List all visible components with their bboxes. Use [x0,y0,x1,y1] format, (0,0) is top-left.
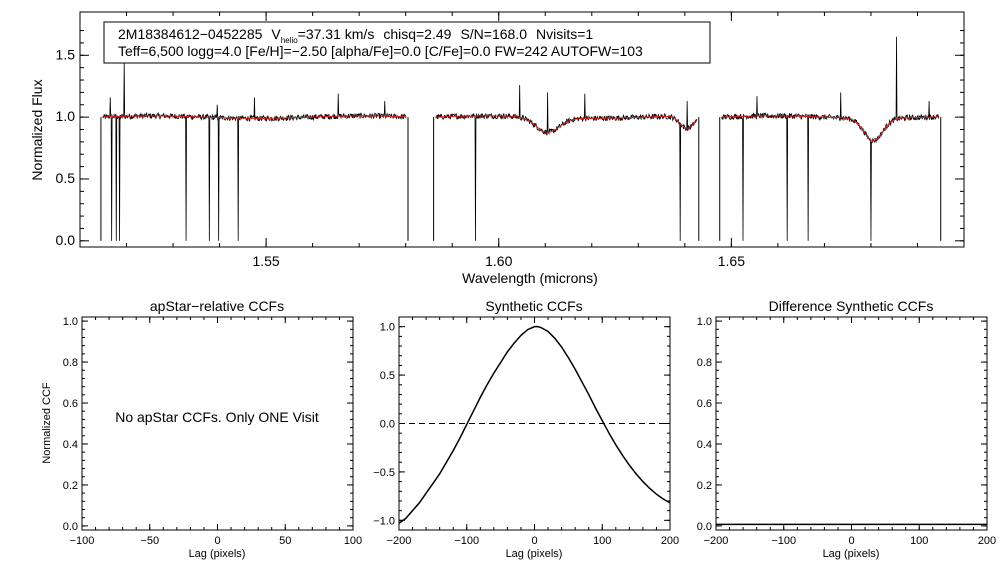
x-tick-label: −200 [387,535,412,547]
observed-spectrum-chip-2 [435,84,698,241]
apstar-ccf-panel: apStar−relative CCFs −100 −50 0 50 100 0.0 0.2… [41,298,362,560]
synthetic-ccf-curve [398,325,671,524]
spectrum-xlabel: Wavelength (microns) [462,270,598,286]
y-tick-label: 1.0 [56,108,76,124]
apstar-ccf-title: apStar−relative CCFs [150,298,284,314]
x-tick-label: −50 [140,535,159,547]
observed-spectrum-chip-3 [721,36,940,241]
y-tick-label: 0.4 [697,439,712,451]
x-tick-label: −100 [454,535,479,547]
y-tick-label: 0.6 [63,398,78,410]
x-tick-label: 0 [531,535,537,547]
x-tick-label: −200 [704,535,729,547]
y-tick-label: 1.0 [63,316,78,328]
chisq-value: chisq=2.49 [383,26,451,42]
info-line-1: 2M18384612−0452285 Vhelio=37.31 km/s chisq… [118,26,593,45]
difference-ccf-title: Difference Synthetic CCFs [769,298,934,314]
difference-ccf-panel: Difference Synthetic CCFs −200 −100 0 100 20… [697,298,996,560]
synthetic-ccf-panel: Synthetic CCFs −200 −100 0 100 200 −1.0 −0.5 0.… [373,298,679,560]
y-tick-label: 0.0 [63,521,78,533]
synthetic-ccf-title: Synthetic CCFs [485,298,582,314]
y-tick-label: −1.0 [373,515,395,527]
y-tick-label: 1.5 [56,46,76,62]
y-tick-label: 0.5 [380,370,395,382]
y-tick-label: 0.0 [380,419,395,431]
difference-ccf-xlabel: Lag (pixels) [823,548,880,560]
difference-ccf-frame [715,316,988,531]
y-tick-label: 1.0 [697,316,712,328]
x-tick-label: 1.65 [718,253,745,269]
model-spectrum-chip-3 [721,115,939,142]
y-tick-label: 0.5 [56,170,76,186]
synthetic-ccf-plot-area [398,325,671,524]
x-tick-label: 0 [848,535,854,547]
y-tick-label: 0.2 [63,480,78,492]
synthetic-ccf-xlabel: Lag (pixels) [506,548,563,560]
y-tick-label: 0.6 [697,398,712,410]
spectrum-plot-area [100,36,942,241]
model-spectrum-chip-1 [102,115,407,119]
star-id: 2M18384612−0452285 [118,26,263,42]
nvisits-value: Nvisits=1 [536,26,593,42]
y-tick-label: 0.0 [56,232,76,248]
info-box [103,21,711,64]
y-tick-label: 0.0 [697,521,712,533]
x-tick-label: 100 [593,535,611,547]
spectrum-panel: 1.55 1.60 1.65 0.0 0.5 1.0 1.5 Wavelength (mic… [29,11,965,286]
apstar-ccf-xlabel: Lag (pixels) [189,548,246,560]
apstar-ccf-annotation: No apStar CCFs. Only ONE Visit [115,409,319,425]
x-tick-label: −100 [70,535,95,547]
difference-ccf-ticks: −200 −100 0 100 200 0.0 0.2 0.4 0.6 0.8 1.0 [697,316,996,547]
spectrum-ticks: 1.55 1.60 1.65 0.0 0.5 1.0 1.5 [56,12,965,269]
x-tick-label: 0 [214,535,220,547]
apstar-ccf-ylabel: Normalized CCF [41,382,53,464]
synthetic-ccf-ticks: −200 −100 0 100 200 −1.0 −0.5 0.0 0.5 1.0 [373,316,679,547]
y-tick-label: 0.4 [63,439,78,451]
apstar-ccf-ticks: −100 −50 0 50 100 0.0 0.2 0.4 0.6 0.8 1.0 [63,316,362,547]
x-tick-label: 50 [279,535,291,547]
model-spectrum-chip-2 [435,115,698,133]
observed-spectrum-chip-1 [102,60,407,241]
y-tick-label: 0.2 [697,480,712,492]
v-subscript: helio [281,36,298,45]
spectrum-ylabel: Normalized Flux [29,79,45,180]
y-tick-label: 1.0 [380,322,395,334]
v-label: V [271,26,281,42]
x-tick-label: 100 [344,535,362,547]
y-tick-label: 0.8 [63,357,78,369]
x-tick-label: 100 [910,535,928,547]
x-tick-label: 1.60 [485,253,512,269]
info-line-2: Teff=6,500 logg=4.0 [Fe/H]=−2.50 [alpha/… [118,43,643,59]
v-value: =37.31 km/s [298,26,375,42]
x-tick-label: −100 [771,535,796,547]
y-tick-label: 0.8 [697,357,712,369]
x-tick-label: 200 [978,535,996,547]
x-tick-label: 1.55 [252,253,279,269]
y-tick-label: −0.5 [373,467,395,479]
x-tick-label: 200 [661,535,679,547]
sn-value: S/N=168.0 [460,26,527,42]
